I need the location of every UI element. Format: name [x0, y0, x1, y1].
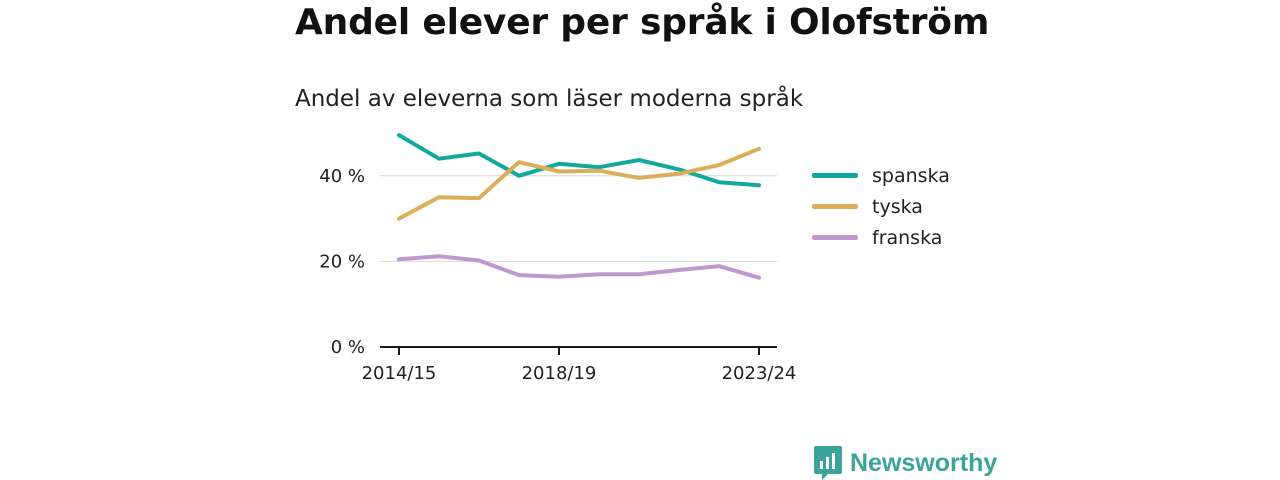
y-tick-label: 40 %	[319, 166, 365, 187]
legend-swatch	[812, 173, 858, 178]
y-tick-label: 0 %	[331, 337, 365, 358]
legend-label: franska	[872, 226, 943, 249]
chart-title: Andel elever per språk i Olofström	[295, 2, 990, 43]
x-tick-label: 2014/15	[362, 363, 437, 384]
legend-label: tyska	[872, 195, 923, 218]
legend-item-tyska: tyska	[812, 191, 950, 222]
legend-swatch	[812, 235, 858, 240]
newsworthy-logo: Newsworthy	[814, 446, 997, 480]
series-line-spanska	[397, 133, 761, 188]
series-line-franska	[397, 254, 761, 280]
brand-name: Newsworthy	[850, 448, 998, 477]
newsworthy-logo-icon	[814, 446, 842, 480]
legend: spanska tyska franska	[812, 160, 950, 253]
y-tick-label: 20 %	[319, 251, 365, 272]
legend-swatch	[812, 204, 858, 209]
x-tick-label: 2018/19	[522, 363, 597, 384]
legend-item-spanska: spanska	[812, 160, 950, 191]
legend-item-franska: franska	[812, 222, 950, 253]
series-line-tyska	[397, 146, 761, 221]
chart-subtitle: Andel av eleverna som läser moderna språ…	[295, 86, 804, 112]
x-tick-label: 2023/24	[722, 363, 797, 384]
legend-label: spanska	[872, 164, 950, 187]
